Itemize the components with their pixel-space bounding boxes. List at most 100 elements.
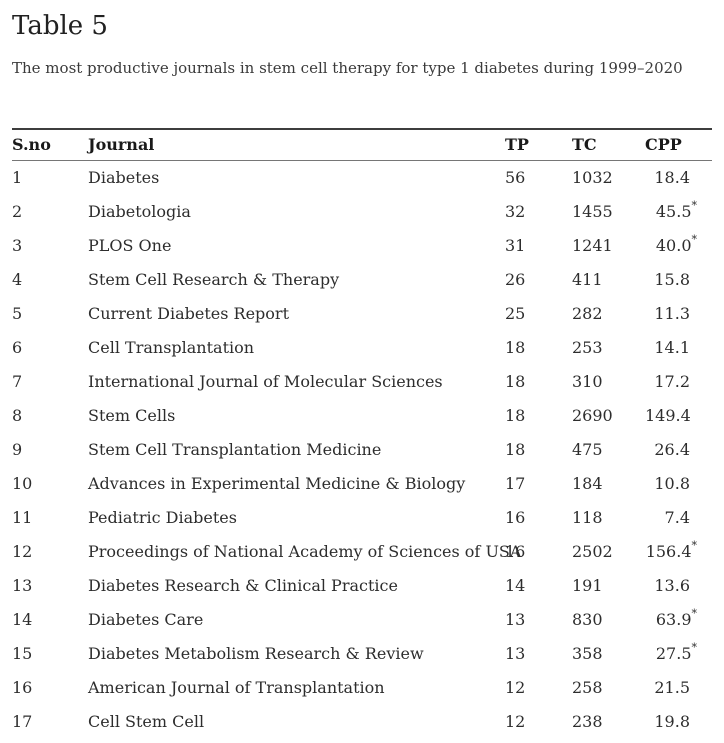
cell-cpp: 11.3 xyxy=(645,297,712,331)
cell-journal: PLOS One xyxy=(88,235,172,255)
table-row: 2 Diabetologia 32 1455 45.5* xyxy=(12,195,712,229)
cell-journal: Cell Transplantation xyxy=(88,337,255,357)
cell-cpp: 156.4* xyxy=(645,535,712,569)
cell-tc: 475 xyxy=(572,439,603,459)
header-row: S.no Journal TP TC CPP xyxy=(12,128,712,161)
table-row: 12 Proceedings of National Academy of Sc… xyxy=(12,535,712,569)
cell-journal: Stem Cells xyxy=(88,405,176,425)
cell-cpp: 14.1 xyxy=(645,331,712,365)
cell-journal: Pediatric Diabetes xyxy=(88,507,237,527)
cpp-value: 11.3 xyxy=(654,303,690,323)
cpp-value: 40.0 xyxy=(655,235,692,255)
table-row: 6 Cell Transplantation 18 253 14.1 xyxy=(12,331,712,365)
cell-cpp: 26.4 xyxy=(645,433,712,467)
cell-journal: Advances in Experimental Medicine & Biol… xyxy=(88,473,466,493)
table-row: 13 Diabetes Research & Clinical Practice… xyxy=(12,569,712,603)
cell-tp: 13 xyxy=(505,643,526,663)
cpp-value: 156.4 xyxy=(645,541,692,561)
cell-sno: 6 xyxy=(12,337,23,357)
cell-cpp: 17.2 xyxy=(645,365,712,399)
footnote-asterisk-icon: * xyxy=(691,539,698,553)
cell-cpp: 7.4 xyxy=(645,501,712,535)
cell-tp: 13 xyxy=(505,609,526,629)
cpp-value: 14.1 xyxy=(654,337,690,357)
cell-tp: 31 xyxy=(505,235,526,255)
cell-tp: 16 xyxy=(505,507,526,527)
cell-sno: 7 xyxy=(12,371,23,391)
cell-tc: 238 xyxy=(572,711,603,731)
table-row: 16 American Journal of Transplantation 1… xyxy=(12,671,712,705)
cell-tc: 282 xyxy=(572,303,603,323)
cell-tp: 16 xyxy=(505,541,526,561)
cell-tc: 118 xyxy=(572,507,603,527)
cell-cpp: 19.8 xyxy=(645,705,712,739)
cell-tp: 18 xyxy=(505,371,526,391)
cell-cpp: 18.4 xyxy=(645,160,712,195)
cell-tp: 17 xyxy=(505,473,526,493)
cell-tc: 258 xyxy=(572,677,603,697)
cell-journal: Diabetes Research & Clinical Practice xyxy=(88,575,398,595)
table-caption: The most productive journals in stem cel… xyxy=(12,58,683,77)
table-row: 17 Cell Stem Cell 12 238 19.8 xyxy=(12,705,712,739)
footnote-asterisk-icon: * xyxy=(691,641,698,655)
cell-sno: 13 xyxy=(12,575,33,595)
cell-journal: International Journal of Molecular Scien… xyxy=(88,371,443,391)
header-tc: TC xyxy=(572,128,645,161)
cpp-value: 21.5 xyxy=(654,677,690,697)
cell-journal: Stem Cell Transplantation Medicine xyxy=(88,439,382,459)
cell-cpp: 27.5* xyxy=(645,637,712,671)
table-row: 15 Diabetes Metabolism Research & Review… xyxy=(12,637,712,671)
cell-tc: 1032 xyxy=(572,167,613,187)
cell-sno: 12 xyxy=(12,541,33,561)
cell-sno: 1 xyxy=(12,167,23,187)
cell-journal: Diabetologia xyxy=(88,201,191,221)
cell-sno: 9 xyxy=(12,439,23,459)
cell-sno: 16 xyxy=(12,677,33,697)
cell-tc: 2502 xyxy=(572,541,613,561)
cell-sno: 3 xyxy=(12,235,23,255)
header-tp: TP xyxy=(505,128,572,161)
cell-tp: 25 xyxy=(505,303,526,323)
cell-tc: 2690 xyxy=(572,405,613,425)
page: Table 5 The most productive journals in … xyxy=(0,10,724,739)
cell-tc: 358 xyxy=(572,643,603,663)
cell-journal: Diabetes Care xyxy=(88,609,204,629)
cell-tp: 18 xyxy=(505,439,526,459)
cell-cpp: 40.0* xyxy=(645,229,712,263)
cell-sno: 5 xyxy=(12,303,23,323)
cell-journal: Stem Cell Research & Therapy xyxy=(88,269,340,289)
cpp-value: 13.6 xyxy=(654,575,690,595)
cell-tc: 411 xyxy=(572,269,603,289)
cell-tc: 253 xyxy=(572,337,603,357)
header-journal: Journal xyxy=(88,128,505,161)
cell-tp: 18 xyxy=(505,337,526,357)
cpp-value: 27.5 xyxy=(655,643,692,663)
table-row: 7 International Journal of Molecular Sci… xyxy=(12,365,712,399)
header-cpp: CPP xyxy=(645,128,712,161)
cell-cpp: 63.9* xyxy=(645,603,712,637)
cell-tp: 32 xyxy=(505,201,526,221)
cell-tp: 12 xyxy=(505,677,526,697)
cpp-value: 7.4 xyxy=(664,507,690,527)
cpp-value: 18.4 xyxy=(654,167,690,187)
cell-sno: 8 xyxy=(12,405,23,425)
table-row: 14 Diabetes Care 13 830 63.9* xyxy=(12,603,712,637)
cell-cpp: 10.8 xyxy=(645,467,712,501)
table-row: 11 Pediatric Diabetes 16 118 7.4 xyxy=(12,501,712,535)
cell-sno: 2 xyxy=(12,201,23,221)
cell-journal: Proceedings of National Academy of Scien… xyxy=(88,541,522,561)
cell-tc: 310 xyxy=(572,371,603,391)
cell-tp: 14 xyxy=(505,575,526,595)
table-row: 5 Current Diabetes Report 25 282 11.3 xyxy=(12,297,712,331)
cell-tc: 1455 xyxy=(572,201,613,221)
cpp-value: 63.9 xyxy=(655,609,692,629)
cpp-value: 26.4 xyxy=(654,439,690,459)
cell-tc: 191 xyxy=(572,575,603,595)
table-row: 9 Stem Cell Transplantation Medicine 18 … xyxy=(12,433,712,467)
cell-cpp: 13.6 xyxy=(645,569,712,603)
cpp-value: 19.8 xyxy=(654,711,690,731)
cell-journal: Cell Stem Cell xyxy=(88,711,205,731)
cell-sno: 4 xyxy=(12,269,23,289)
table-row: 3 PLOS One 31 1241 40.0* xyxy=(12,229,712,263)
cell-sno: 17 xyxy=(12,711,33,731)
